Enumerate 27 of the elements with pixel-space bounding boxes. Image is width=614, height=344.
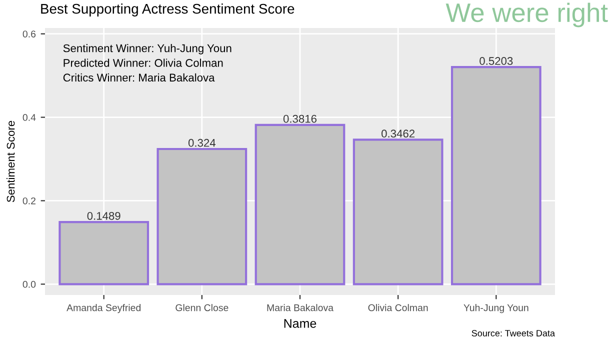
chart-title: Best Supporting Actress Sentiment Score	[41, 4, 294, 16]
data-label: 0.324	[188, 138, 216, 147]
y-tick-label: 0.0	[22, 280, 36, 288]
x-tick-label: Glenn Close	[176, 304, 228, 312]
data-label: 0.3816	[283, 114, 317, 123]
y-tick-label: 0.6	[22, 30, 36, 38]
data-label: 0.1489	[87, 212, 120, 220]
bar	[58, 220, 150, 286]
bar	[450, 66, 542, 286]
bar	[156, 148, 248, 286]
y-tick-label: 0.2	[22, 197, 36, 204]
bar	[352, 138, 444, 286]
annotation: Critics Winner: Maria Bakalova	[63, 73, 215, 82]
x-tick-label: Yuh-Jung Youn	[464, 304, 528, 314]
source-note: Source: Tweets Data	[472, 330, 556, 336]
x-axis-title: Name	[284, 319, 316, 328]
data-label: 0.3462	[382, 130, 415, 138]
data-label: 0.5203	[480, 57, 513, 65]
y-axis-title: Sentiment Score	[6, 120, 15, 202]
annotation: Predicted Winner: Olivia Colman	[64, 58, 223, 67]
x-tick-label: Maria Bakalova	[267, 304, 334, 312]
text: We were right	[446, 2, 608, 28]
annotation: Sentiment Winner: Yuh-Jung Youn	[63, 44, 232, 54]
y-tick-label: 0.4	[22, 114, 36, 121]
x-tick-label: Amanda Seyfried	[66, 304, 141, 314]
x-tick-label: Olivia Colman	[368, 304, 428, 312]
bar	[254, 124, 346, 286]
